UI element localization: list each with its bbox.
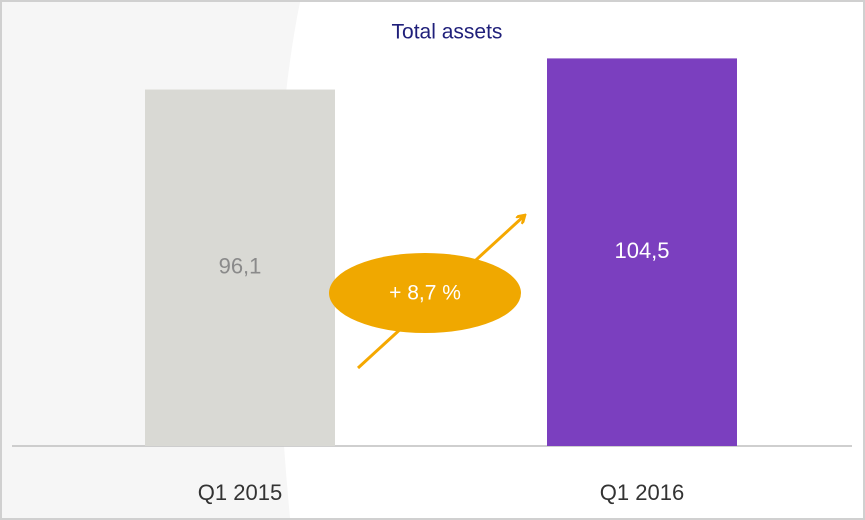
growth-label: + 8,7 % (389, 282, 461, 305)
x-tick-label: Q1 2016 (600, 480, 684, 505)
value-label: 96,1 (219, 254, 262, 279)
bars: 96,1 Q1 2015 104,5 Q1 2016 (145, 58, 737, 505)
growth-badge (329, 253, 521, 333)
bar (547, 58, 737, 447)
value-label: 104,5 (614, 238, 669, 263)
bar (145, 89, 335, 446)
x-tick-label: Q1 2015 (198, 480, 282, 505)
chart-title: Total assets (392, 21, 503, 44)
